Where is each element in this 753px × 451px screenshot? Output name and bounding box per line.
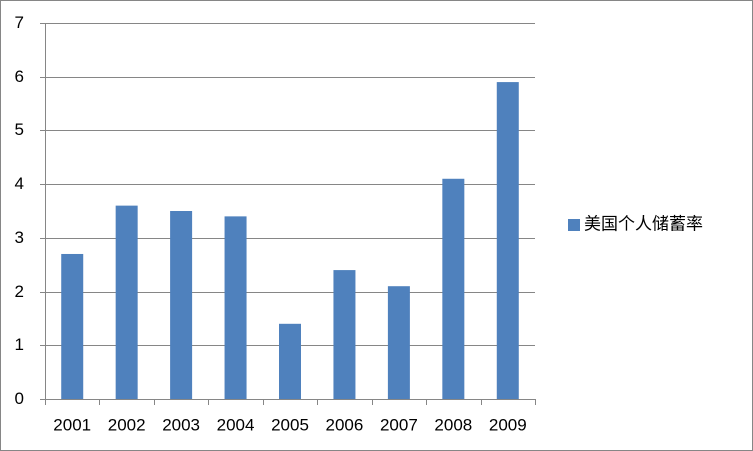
x-tick-label: 2005 xyxy=(271,415,309,434)
y-tick-label: 0 xyxy=(15,389,24,408)
bar xyxy=(279,323,301,399)
x-tick-label: 2009 xyxy=(489,415,527,434)
x-tick-label: 2007 xyxy=(380,415,418,434)
x-tick-label: 2006 xyxy=(326,415,364,434)
y-tick-label: 6 xyxy=(15,67,24,86)
x-tick-label: 2003 xyxy=(162,415,200,434)
legend-swatch xyxy=(568,219,580,231)
x-tick-label: 2001 xyxy=(53,415,91,434)
bar xyxy=(387,286,410,399)
bar xyxy=(496,82,519,399)
bar xyxy=(224,216,247,399)
y-tick-label: 2 xyxy=(15,282,24,301)
bar xyxy=(170,211,193,399)
x-tick-label: 2008 xyxy=(434,415,472,434)
x-tick-label: 2004 xyxy=(217,415,255,434)
bar xyxy=(61,253,84,399)
bar xyxy=(115,205,138,399)
bar xyxy=(442,178,465,399)
y-tick-label: 1 xyxy=(15,335,24,354)
y-tick-label: 4 xyxy=(15,174,24,193)
y-tick-label: 5 xyxy=(15,120,24,139)
y-tick-label: 7 xyxy=(15,13,24,32)
legend-label: 美国个人储蓄率 xyxy=(584,214,703,233)
bar xyxy=(333,270,356,399)
y-tick-label: 3 xyxy=(15,228,24,247)
x-tick-label: 2002 xyxy=(108,415,146,434)
